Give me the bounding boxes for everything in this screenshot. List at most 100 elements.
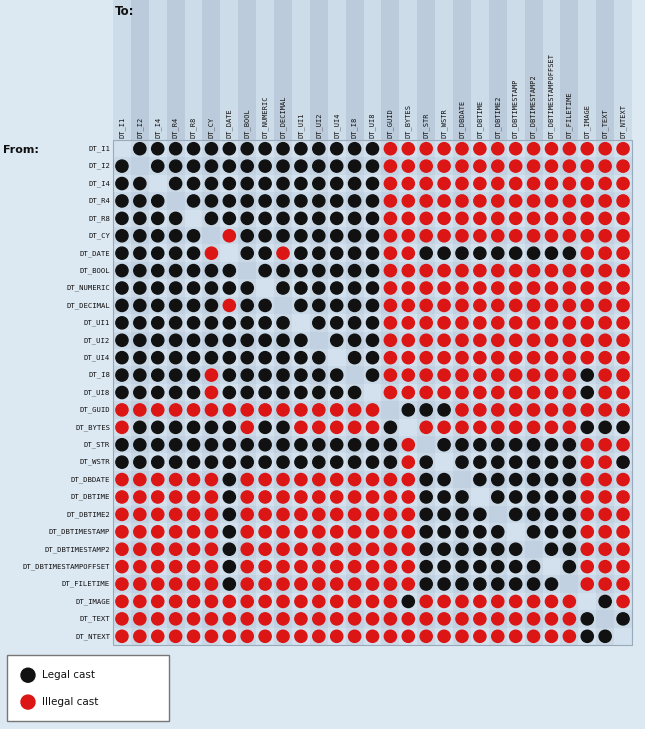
Circle shape [295,404,307,416]
Circle shape [223,160,235,172]
Circle shape [205,369,217,381]
Circle shape [384,456,397,468]
Circle shape [152,596,164,607]
Circle shape [277,421,289,434]
Circle shape [170,351,182,364]
Circle shape [510,265,522,277]
Circle shape [223,177,235,190]
Circle shape [474,160,486,172]
Circle shape [528,526,540,538]
Circle shape [474,456,486,468]
Circle shape [456,630,468,642]
Circle shape [134,630,146,642]
Circle shape [581,613,593,625]
Circle shape [617,143,629,155]
Circle shape [617,578,629,590]
Circle shape [438,177,450,190]
Circle shape [295,526,307,538]
Circle shape [528,351,540,364]
Circle shape [348,543,361,555]
Circle shape [313,282,325,294]
Circle shape [617,316,629,329]
Circle shape [152,386,164,399]
Circle shape [546,526,557,538]
Circle shape [313,351,325,364]
Circle shape [563,543,575,555]
Text: DT_I1: DT_I1 [119,117,125,138]
Circle shape [474,630,486,642]
Circle shape [546,596,557,607]
Circle shape [599,351,611,364]
Circle shape [438,596,450,607]
Circle shape [170,578,182,590]
Circle shape [402,177,414,190]
Bar [149,0,166,645]
Circle shape [491,177,504,190]
Circle shape [420,613,432,625]
Circle shape [599,630,611,642]
Circle shape [528,177,540,190]
Circle shape [474,212,486,225]
Circle shape [295,596,307,607]
Circle shape [188,526,200,538]
Circle shape [599,316,611,329]
Circle shape [528,630,540,642]
Circle shape [188,491,200,503]
Text: DT_DBTIMESTAMP: DT_DBTIMESTAMP [49,529,110,535]
Circle shape [546,421,557,434]
Circle shape [456,386,468,399]
Circle shape [170,561,182,573]
Circle shape [402,386,414,399]
Circle shape [384,230,397,242]
Circle shape [170,386,182,399]
Circle shape [134,421,146,434]
Circle shape [134,561,146,573]
Circle shape [313,316,325,329]
Circle shape [420,212,432,225]
Circle shape [366,316,379,329]
Circle shape [170,247,182,260]
Bar [596,0,614,645]
Circle shape [223,404,235,416]
Bar [113,471,632,488]
Circle shape [295,247,307,260]
Circle shape [581,421,593,434]
Text: DT_TEXT: DT_TEXT [79,615,110,622]
Circle shape [491,561,504,573]
Circle shape [563,473,575,486]
Circle shape [348,526,361,538]
Circle shape [205,456,217,468]
Circle shape [528,386,540,399]
Circle shape [581,508,593,521]
Circle shape [313,613,325,625]
Circle shape [170,596,182,607]
Text: DT_R8: DT_R8 [190,117,197,138]
Circle shape [223,543,235,555]
Text: DT_DATE: DT_DATE [79,250,110,257]
Circle shape [510,578,522,590]
Circle shape [223,456,235,468]
Circle shape [188,265,200,277]
Circle shape [581,351,593,364]
Circle shape [116,316,128,329]
Circle shape [402,316,414,329]
Circle shape [188,230,200,242]
Circle shape [599,561,611,573]
Circle shape [241,177,253,190]
Circle shape [491,421,504,434]
Circle shape [563,334,575,346]
Text: DT_CY: DT_CY [208,117,215,138]
Circle shape [259,143,271,155]
Bar [113,0,131,645]
Circle shape [366,195,379,207]
Circle shape [205,351,217,364]
Circle shape [348,230,361,242]
Circle shape [402,212,414,225]
Circle shape [331,578,342,590]
Circle shape [295,265,307,277]
Circle shape [546,212,557,225]
Circle shape [599,421,611,434]
Circle shape [259,543,271,555]
Circle shape [241,630,253,642]
Circle shape [546,508,557,521]
